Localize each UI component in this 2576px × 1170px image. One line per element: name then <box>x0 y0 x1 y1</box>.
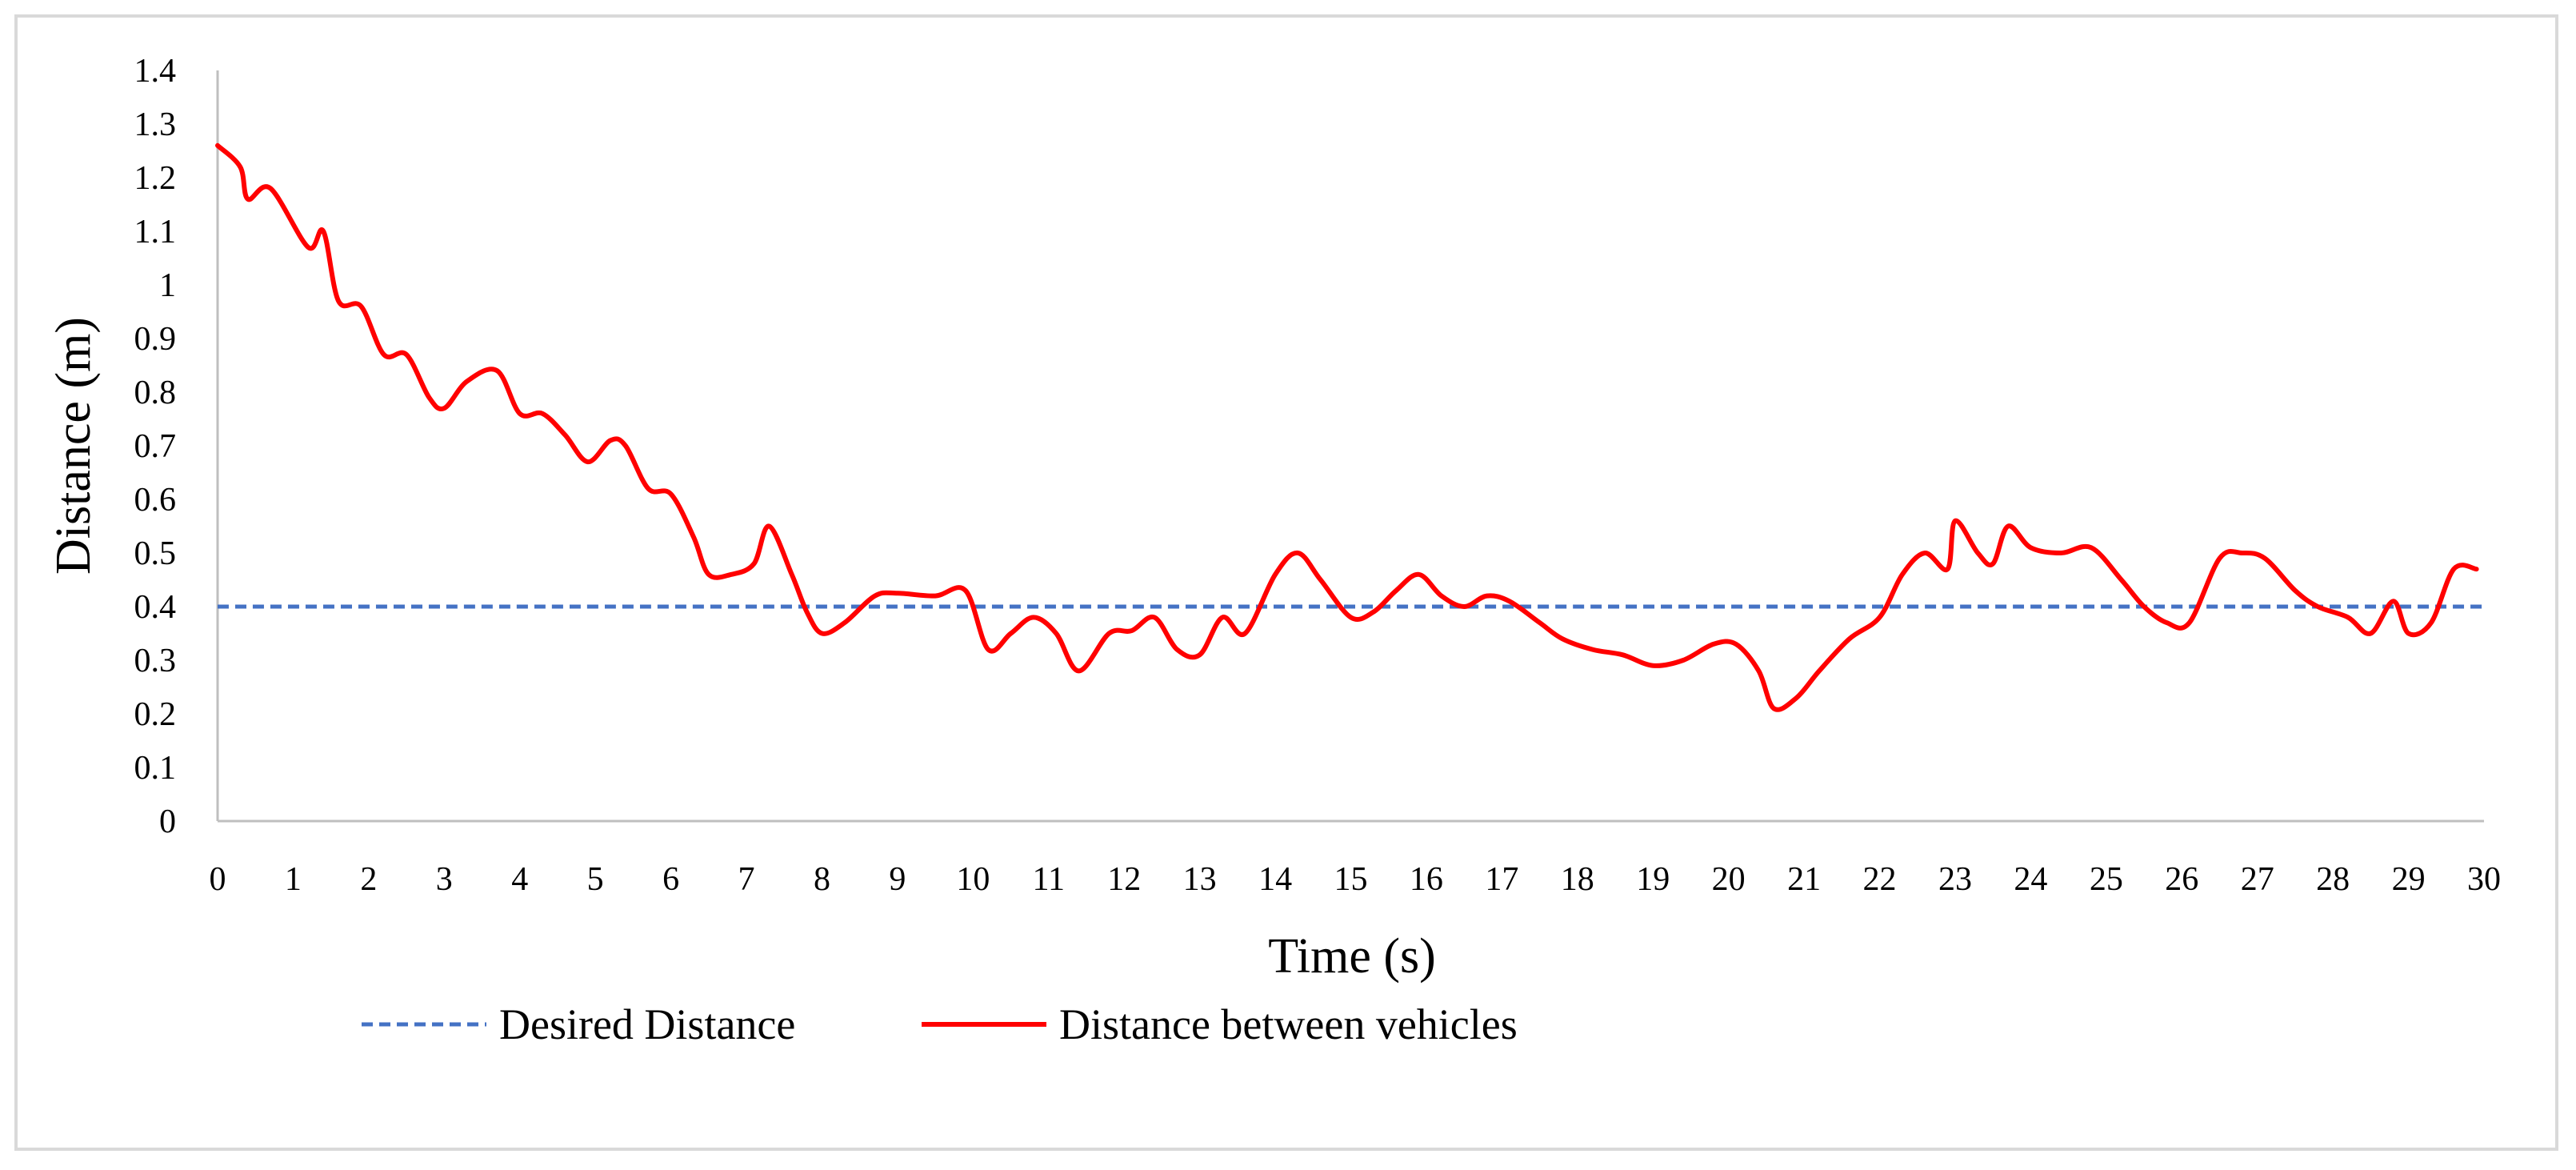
x-tick-label: 4 <box>511 861 528 898</box>
x-tick-label: 2 <box>360 861 377 898</box>
x-tick-label: 16 <box>1410 861 1443 898</box>
x-tick-label: 22 <box>1863 861 1897 898</box>
y-tick-label: 0 <box>159 803 176 840</box>
y-tick-label: 0.9 <box>134 321 177 358</box>
legend-label-distance-between-vehicles: Distance between vehicles <box>1059 1000 1518 1048</box>
x-tick-label: 25 <box>2090 861 2123 898</box>
legend-label-desired-distance: Desired Distance <box>499 1000 795 1048</box>
y-axis-title: Distance (m) <box>46 317 101 575</box>
x-tick-label: 8 <box>814 861 830 898</box>
series-line-distance-between-vehicles <box>215 142 2479 712</box>
x-tick-label: 21 <box>1787 861 1821 898</box>
x-tick-label: 9 <box>889 861 906 898</box>
y-tick-label: 0.8 <box>134 375 177 411</box>
x-tick-label: 1 <box>285 861 302 898</box>
x-tick-labels: 0 1 2 3 4 5 6 7 8 9 10 11 12 13 14 15 16 17 18 19 20 21 22 23 24… <box>210 861 2502 898</box>
x-tick-label: 7 <box>738 861 755 898</box>
legend-item-desired-distance[interactable]: Desired Distance <box>362 1000 795 1048</box>
x-tick-label: 14 <box>1258 861 1292 898</box>
x-tick-label: 23 <box>1938 861 1972 898</box>
y-tick-label: 0.7 <box>134 428 177 465</box>
x-tick-label: 26 <box>2165 861 2198 898</box>
x-tick-label: 29 <box>2392 861 2426 898</box>
legend-item-distance-between-vehicles[interactable]: Distance between vehicles <box>922 1000 1518 1048</box>
x-tick-label: 20 <box>1712 861 1746 898</box>
x-tick-label: 5 <box>587 861 604 898</box>
x-tick-label: 18 <box>1561 861 1594 898</box>
y-tick-label: 0.4 <box>134 589 177 626</box>
x-tick-label: 19 <box>1636 861 1670 898</box>
y-tick-label: 0.3 <box>134 643 177 679</box>
series-group <box>215 142 2484 712</box>
x-tick-label: 11 <box>1033 861 1065 898</box>
y-tick-labels: 0 0.1 0.2 0.3 0.4 0.5 0.6 0.7 0.8 0.9 1 1.1 1.2 1.3 1.… <box>134 53 177 840</box>
x-tick-label: 6 <box>662 861 679 898</box>
y-tick-label: 0.6 <box>134 482 177 519</box>
y-tick-label: 1.4 <box>134 53 177 90</box>
x-tick-label: 10 <box>956 861 990 898</box>
x-tick-label: 27 <box>2241 861 2274 898</box>
x-tick-label: 0 <box>210 861 226 898</box>
x-tick-label: 15 <box>1334 861 1368 898</box>
x-axis-title: Time (s) <box>1268 929 1436 984</box>
y-tick-label: 1.3 <box>134 106 177 143</box>
x-tick-label: 30 <box>2467 861 2501 898</box>
x-tick-label: 28 <box>2316 861 2350 898</box>
y-tick-label: 1.1 <box>134 214 177 250</box>
y-tick-label: 0.5 <box>134 535 177 572</box>
y-tick-label: 0.2 <box>134 696 177 733</box>
legend[interactable]: Desired Distance Distance between vehicl… <box>362 1000 1518 1048</box>
x-tick-label: 13 <box>1183 861 1217 898</box>
y-tick-label: 1 <box>159 267 176 304</box>
y-tick-label: 0.1 <box>134 750 177 787</box>
chart-frame <box>14 14 2558 1151</box>
x-tick-label: 12 <box>1107 861 1141 898</box>
x-tick-label: 3 <box>436 861 453 898</box>
x-tick-label: 17 <box>1485 861 1518 898</box>
y-tick-label: 1.2 <box>134 160 177 197</box>
x-tick-label: 24 <box>2014 861 2047 898</box>
